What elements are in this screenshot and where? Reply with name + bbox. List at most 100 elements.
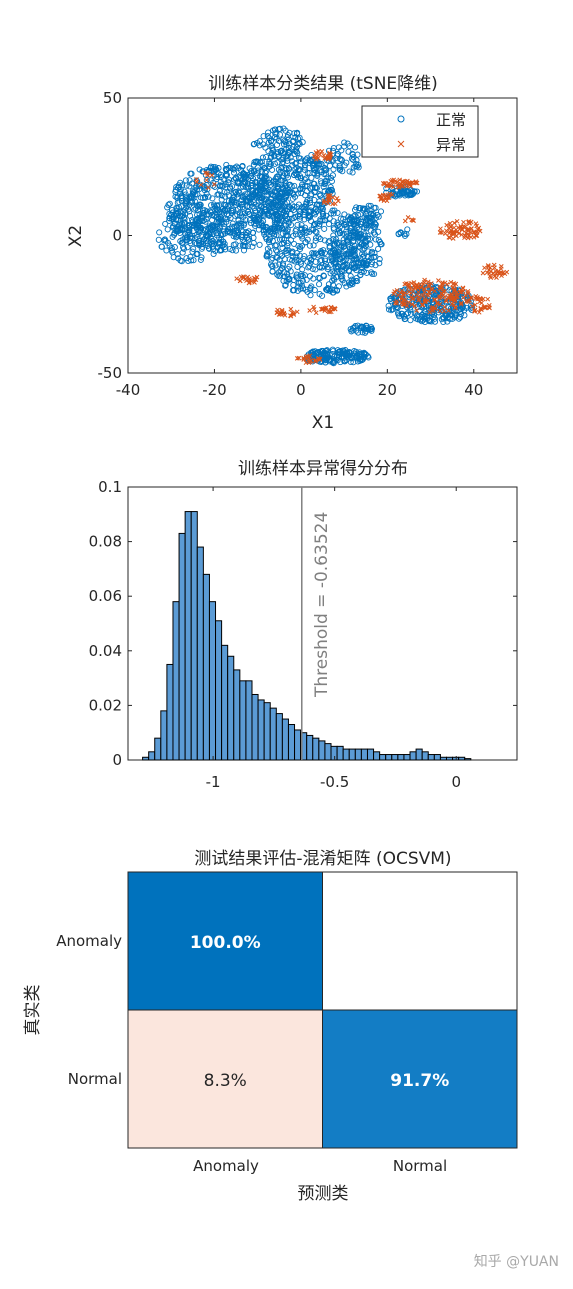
score-histogram-chart: 训练样本异常得分分布 -1 -0.5 0 0 0.02 0.04 0.06 0.08 0.1 T… xyxy=(89,459,518,791)
scatter-point-normal xyxy=(302,207,309,214)
scatter-point-anomaly xyxy=(212,182,217,187)
scatter-point-normal xyxy=(249,203,256,210)
hist-bar xyxy=(433,754,441,761)
scatter-point-normal xyxy=(318,168,325,176)
scatter-point-normal xyxy=(262,200,269,207)
scatter-point-normal xyxy=(392,187,399,195)
scatter-point-normal xyxy=(411,188,418,195)
scatter-point-anomaly xyxy=(467,220,473,226)
scatter-point-normal xyxy=(162,237,169,244)
scatter-point-normal xyxy=(250,199,257,206)
series-anomaly xyxy=(194,148,510,366)
scatter-point-anomaly xyxy=(384,198,390,204)
scatter-point-normal xyxy=(248,179,255,186)
scatter-point-anomaly xyxy=(394,298,399,304)
scatter-point-normal xyxy=(207,208,214,215)
scatter-point-normal xyxy=(172,210,179,217)
scatter-point-normal xyxy=(329,248,336,255)
scatter-point-normal xyxy=(243,228,250,236)
scatter-point-anomaly xyxy=(449,301,455,307)
cm-title: 测试结果评估-混淆矩阵 (OCSVM) xyxy=(194,849,451,869)
scatter-point-normal xyxy=(294,129,301,137)
scatter-point-anomaly xyxy=(487,270,492,276)
scatter-point-normal xyxy=(244,183,252,190)
scatter-point-normal xyxy=(307,185,314,192)
scatter-point-normal xyxy=(339,273,346,280)
scatter-point-normal xyxy=(314,207,321,214)
scatter-point-normal xyxy=(210,250,217,258)
scatter-point-normal xyxy=(178,192,185,199)
scatter-point-anomaly xyxy=(319,149,325,154)
legend-marker-circle xyxy=(397,115,405,123)
scatter-point-anomaly xyxy=(492,274,498,279)
scatter-point-anomaly xyxy=(491,262,497,268)
hist-ytick-label: 0.04 xyxy=(89,642,122,660)
scatter-point-normal xyxy=(310,180,317,187)
scatter-point-normal xyxy=(257,183,264,190)
scatter-point-normal xyxy=(281,269,288,276)
hist-bar xyxy=(452,756,460,761)
scatter-point-normal xyxy=(336,227,343,234)
scatter-point-normal xyxy=(317,348,324,355)
scatter-point-normal xyxy=(321,187,328,195)
scatter-point-normal xyxy=(368,261,375,268)
scatter-point-anomaly xyxy=(437,284,443,290)
scatter-point-normal xyxy=(350,261,357,268)
scatter-point-normal xyxy=(315,161,322,168)
scatter-point-normal xyxy=(367,227,374,234)
scatter-point-normal xyxy=(285,220,292,227)
scatter-point-normal xyxy=(180,245,188,252)
scatter-point-normal xyxy=(296,246,304,253)
scatter-point-anomaly xyxy=(398,181,403,187)
scatter-point-anomaly xyxy=(394,179,400,185)
scatter-point-normal xyxy=(297,231,304,239)
scatter-point-anomaly xyxy=(422,289,427,295)
scatter-point-anomaly xyxy=(432,288,438,294)
scatter-point-normal xyxy=(457,314,464,321)
scatter-point-normal xyxy=(267,138,274,145)
scatter-point-normal xyxy=(297,174,304,182)
hist-ticks: -1 -0.5 0 0 0.02 0.04 0.06 0.08 0.1 xyxy=(89,478,517,791)
scatter-point-normal xyxy=(269,255,276,262)
scatter-point-normal xyxy=(269,230,276,237)
scatter-point-anomaly xyxy=(439,281,445,287)
scatter-point-normal xyxy=(345,148,352,155)
scatter-point-normal xyxy=(347,358,354,366)
hist-bar xyxy=(445,756,454,761)
scatter-point-normal xyxy=(330,210,337,217)
scatter-point-anomaly xyxy=(404,183,409,189)
scatter-point-normal xyxy=(321,225,328,232)
hist-bar xyxy=(166,663,174,761)
scatter-point-normal xyxy=(193,240,200,247)
scatter-point-normal xyxy=(175,227,182,234)
scatter-point-normal xyxy=(359,250,366,257)
cm-xlabel: 预测类 xyxy=(298,1184,349,1204)
scatter-point-normal xyxy=(325,281,332,288)
scatter-point-normal xyxy=(354,151,361,158)
scatter-point-normal xyxy=(268,201,275,208)
scatter-point-normal xyxy=(385,302,392,309)
scatter-point-normal xyxy=(265,187,272,194)
scatter-point-normal xyxy=(231,199,238,206)
scatter-point-anomaly xyxy=(326,197,332,203)
scatter-point-normal xyxy=(440,318,447,326)
scatter-point-normal xyxy=(411,310,418,317)
scatter-point-normal xyxy=(372,236,379,243)
scatter-point-anomaly xyxy=(429,305,434,311)
scatter-point-anomaly xyxy=(378,196,384,201)
scatter-xlabel: X1 xyxy=(312,413,334,433)
hist-bars xyxy=(142,511,472,761)
scatter-point-normal xyxy=(263,153,270,161)
scatter-point-anomaly xyxy=(482,265,487,271)
scatter-point-normal xyxy=(321,237,328,244)
scatter-point-normal xyxy=(372,262,379,269)
scatter-point-normal xyxy=(296,134,303,141)
scatter-point-normal xyxy=(331,207,338,214)
scatter-point-normal xyxy=(260,133,267,140)
scatter-point-normal xyxy=(347,253,354,260)
hist-bar xyxy=(202,573,210,761)
scatter-point-anomaly xyxy=(432,297,438,302)
hist-bar xyxy=(294,729,302,761)
scatter-point-normal xyxy=(431,315,438,322)
hist-bar xyxy=(409,751,417,761)
